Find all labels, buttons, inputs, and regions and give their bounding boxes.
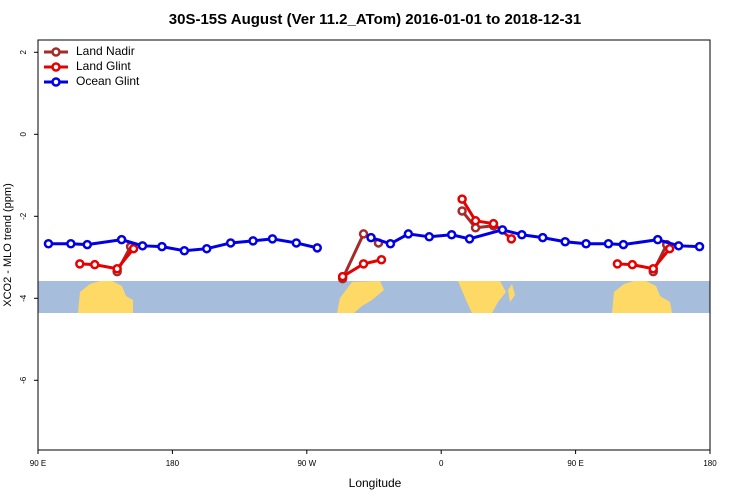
point (424, 232, 435, 242)
point (312, 243, 323, 253)
point (627, 259, 638, 270)
legend-label: Ocean Glint (76, 74, 140, 88)
y-axis-label: XCO2 - MLO trend (ppm) (2, 183, 14, 306)
point (89, 259, 100, 270)
legend-marker (51, 47, 61, 57)
point (128, 243, 139, 254)
point (376, 255, 387, 265)
x-axis-label: Longitude (349, 476, 402, 490)
legend-marker (51, 77, 61, 87)
point (664, 243, 675, 254)
point (603, 239, 614, 249)
y-tick-label: -2 (19, 212, 28, 220)
point (66, 239, 76, 249)
point (82, 239, 93, 250)
point (248, 236, 258, 246)
point (673, 241, 684, 251)
point (366, 232, 376, 243)
y-tick-label: 2 (19, 50, 28, 55)
x-tick-label: 90 E (30, 459, 46, 468)
point (457, 206, 467, 216)
point (116, 234, 127, 245)
legend-label: Land Nadir (76, 44, 135, 58)
point (506, 234, 517, 244)
point (267, 234, 278, 244)
x-tick-label: 180 (166, 459, 180, 468)
x-tick-label: 90 E (567, 459, 583, 468)
point (470, 216, 481, 226)
map-band (38, 281, 710, 313)
point (457, 194, 467, 204)
point (497, 225, 508, 235)
point (201, 243, 212, 254)
x-tick-label: 0 (439, 459, 444, 468)
point (43, 239, 54, 249)
point (488, 218, 499, 229)
y-tick-label: 0 (19, 132, 28, 137)
point (291, 238, 302, 248)
point (358, 259, 369, 269)
point (403, 229, 414, 239)
point (581, 239, 591, 249)
y-tick-label: -6 (19, 376, 28, 384)
chart-title: 30S-15S August (Ver 11.2_ATom) 2016-01-0… (169, 11, 581, 28)
point (358, 229, 369, 239)
point (560, 236, 570, 247)
point (612, 259, 623, 269)
point (464, 234, 475, 244)
point (112, 264, 122, 274)
legend-marker (51, 62, 61, 72)
point (157, 241, 167, 252)
point (137, 241, 148, 251)
point (385, 239, 396, 249)
plot-frame (37, 39, 711, 451)
point (652, 234, 663, 245)
point (694, 241, 705, 252)
point (179, 245, 190, 256)
point (648, 264, 659, 274)
point (537, 232, 548, 243)
legend-label: Land Glint (76, 59, 131, 73)
point (517, 230, 527, 240)
point (225, 238, 236, 248)
y-tick-label: -4 (19, 294, 28, 302)
x-tick-label: 90 W (297, 459, 316, 468)
point (75, 259, 85, 269)
x-tick-label: 180 (703, 459, 717, 468)
point (618, 239, 629, 250)
point (337, 271, 348, 282)
point (446, 230, 457, 240)
